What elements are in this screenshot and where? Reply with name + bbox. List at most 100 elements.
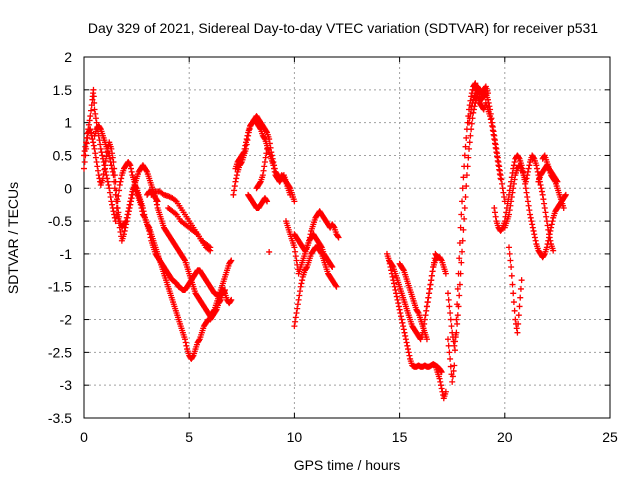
data-point bbox=[120, 231, 127, 238]
data-point bbox=[102, 162, 109, 169]
y-tick-label: -1.5 bbox=[48, 279, 72, 295]
data-point bbox=[469, 99, 476, 106]
data-point bbox=[330, 223, 337, 230]
data-point bbox=[429, 268, 436, 275]
data-point bbox=[127, 165, 134, 172]
data-point bbox=[115, 215, 122, 222]
data-point bbox=[510, 162, 517, 169]
data-point bbox=[468, 126, 475, 133]
data-point bbox=[529, 224, 536, 231]
data-point bbox=[540, 196, 547, 203]
data-point bbox=[492, 213, 499, 220]
data-point bbox=[456, 292, 463, 299]
data-point bbox=[452, 334, 459, 341]
data-point bbox=[297, 283, 304, 290]
axis-ticks bbox=[83, 56, 611, 419]
data-point bbox=[445, 342, 452, 349]
chart-title: Day 329 of 2021, Sidereal Day-to-day VTE… bbox=[88, 20, 598, 36]
data-point bbox=[103, 172, 110, 179]
data-point bbox=[147, 234, 154, 241]
data-point bbox=[264, 198, 271, 205]
data-point bbox=[86, 117, 93, 124]
data-point bbox=[106, 152, 113, 159]
x-tick-label: 25 bbox=[602, 429, 618, 445]
data-point bbox=[140, 208, 147, 215]
data-point bbox=[438, 385, 445, 392]
data-point bbox=[513, 325, 520, 332]
data-point bbox=[550, 247, 557, 254]
x-tick-label: 0 bbox=[80, 429, 88, 445]
data-point bbox=[110, 172, 117, 179]
data-point bbox=[447, 316, 454, 323]
data-point bbox=[113, 204, 120, 211]
data-point bbox=[448, 323, 455, 330]
data-point bbox=[393, 290, 400, 297]
data-point bbox=[543, 218, 550, 225]
data-point bbox=[466, 115, 473, 122]
data-point bbox=[512, 316, 519, 323]
data-point bbox=[461, 152, 468, 159]
data-point bbox=[544, 222, 551, 229]
data-point bbox=[538, 188, 545, 195]
data-point bbox=[553, 177, 560, 184]
data-point bbox=[487, 116, 494, 123]
data-point bbox=[423, 307, 430, 314]
data-point bbox=[196, 337, 203, 344]
data-point bbox=[400, 323, 407, 330]
data-point bbox=[332, 282, 339, 289]
data-point bbox=[515, 154, 522, 161]
data-point bbox=[445, 296, 452, 303]
data-point bbox=[492, 144, 499, 151]
data-point bbox=[81, 159, 88, 166]
data-point bbox=[496, 171, 503, 178]
data-point bbox=[228, 296, 235, 303]
data-point bbox=[457, 270, 464, 277]
data-point bbox=[508, 194, 515, 201]
data-point bbox=[405, 349, 412, 356]
data-point bbox=[90, 93, 97, 100]
data-point bbox=[437, 367, 444, 374]
data-point bbox=[244, 132, 251, 139]
data-point bbox=[511, 159, 518, 166]
data-point bbox=[543, 244, 550, 251]
data-point bbox=[261, 163, 268, 170]
data-point bbox=[541, 200, 548, 207]
data-point bbox=[459, 237, 466, 244]
data-point bbox=[397, 309, 404, 316]
data-point bbox=[112, 191, 119, 198]
data-point bbox=[484, 96, 491, 103]
data-point bbox=[261, 159, 268, 166]
data-point bbox=[498, 225, 505, 232]
data-point bbox=[242, 142, 249, 149]
data-point bbox=[122, 224, 129, 231]
data-point bbox=[293, 257, 300, 264]
data-point bbox=[526, 162, 533, 169]
data-point bbox=[94, 163, 101, 170]
data-point bbox=[143, 167, 150, 174]
data-point bbox=[511, 176, 518, 183]
data-point bbox=[395, 303, 402, 310]
data-point bbox=[90, 86, 97, 93]
data-point bbox=[125, 211, 132, 218]
data-point bbox=[82, 152, 89, 159]
data-point bbox=[437, 378, 444, 385]
data-point bbox=[126, 161, 133, 168]
data-point bbox=[514, 329, 521, 336]
data-point bbox=[463, 183, 470, 190]
data-point bbox=[294, 305, 301, 312]
y-tick-label: 1 bbox=[64, 115, 72, 131]
data-point bbox=[95, 167, 102, 174]
data-point bbox=[189, 353, 196, 360]
series-arc-d5 bbox=[432, 362, 449, 402]
data-point bbox=[444, 336, 451, 343]
data-point bbox=[428, 272, 435, 279]
data-point bbox=[91, 145, 98, 152]
data-point bbox=[455, 303, 462, 310]
data-point bbox=[262, 154, 269, 161]
data-point bbox=[541, 204, 548, 211]
data-point bbox=[95, 172, 102, 179]
data-point bbox=[406, 352, 413, 359]
data-point bbox=[453, 329, 460, 336]
data-point bbox=[498, 176, 505, 183]
data-point bbox=[458, 259, 465, 266]
